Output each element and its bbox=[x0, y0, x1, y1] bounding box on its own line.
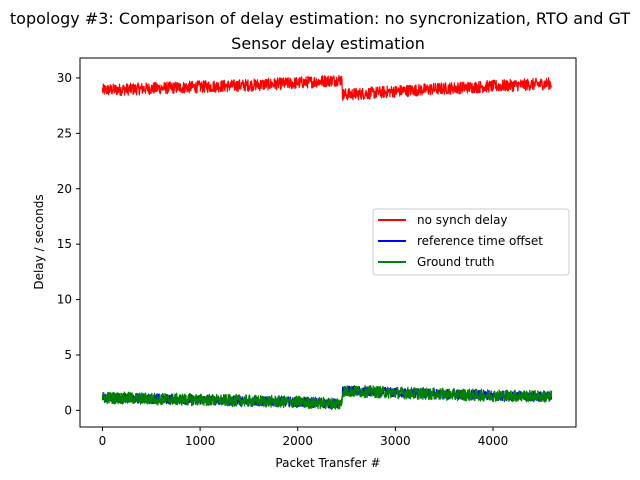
legend-label-reference-time-offset: reference time offset bbox=[417, 234, 543, 248]
series-line-ground-truth bbox=[101, 384, 553, 411]
x-axis-label: Packet Transfer # bbox=[275, 456, 380, 470]
chart-title: topology #3: Comparison of delay estimat… bbox=[10, 9, 630, 28]
legend-label-no-synch-delay: no synch delay bbox=[417, 213, 508, 227]
x-tick-label: 2000 bbox=[282, 434, 313, 448]
series-line-no-synch-delay bbox=[101, 75, 553, 101]
x-tick-label: 0 bbox=[99, 434, 107, 448]
y-tick-label: 15 bbox=[57, 237, 72, 251]
y-tick-label: 5 bbox=[64, 348, 72, 362]
x-axis: 0 1000 2000 3000 4000 bbox=[99, 427, 509, 448]
y-axis-label: Delay / seconds bbox=[32, 194, 46, 289]
y-axis: 0 5 10 15 20 25 30 bbox=[57, 71, 80, 417]
x-tick-label: 3000 bbox=[380, 434, 411, 448]
legend-box bbox=[372, 208, 570, 276]
x-tick-label: 1000 bbox=[185, 434, 216, 448]
y-tick-label: 30 bbox=[57, 71, 72, 85]
legend-label-ground-truth: Ground truth bbox=[417, 255, 495, 269]
y-tick-label: 20 bbox=[57, 182, 72, 196]
y-tick-label: 0 bbox=[64, 403, 72, 417]
legend: no synch delay reference time offset Gro… bbox=[372, 208, 570, 276]
series-layer bbox=[101, 75, 553, 411]
y-tick-label: 10 bbox=[57, 293, 72, 307]
chart-subtitle: Sensor delay estimation bbox=[231, 34, 425, 53]
x-tick-label: 4000 bbox=[478, 434, 509, 448]
plot-frame bbox=[79, 57, 577, 428]
y-tick-label: 25 bbox=[57, 126, 72, 140]
